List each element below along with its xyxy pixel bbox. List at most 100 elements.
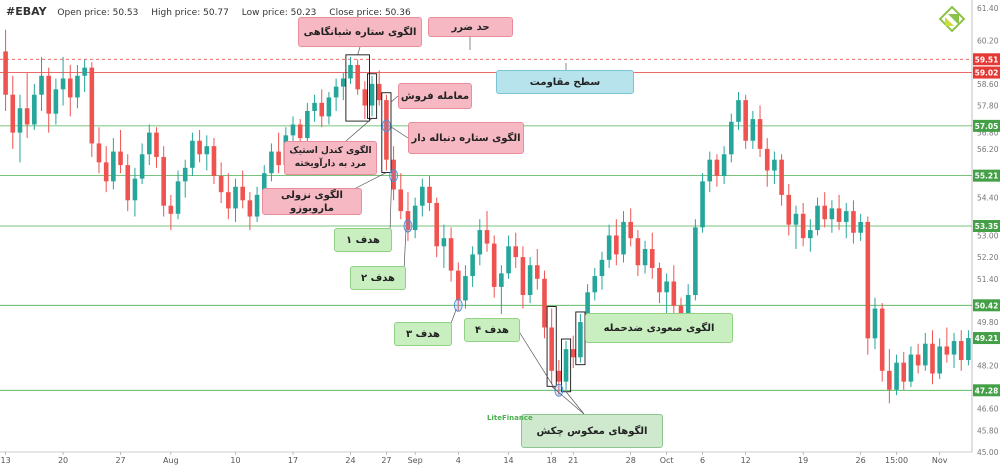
candle-body bbox=[793, 213, 799, 225]
hammer-connector-1 bbox=[551, 386, 585, 415]
candle-body bbox=[563, 349, 569, 382]
time-tick-label: 4 bbox=[456, 456, 461, 465]
candle-body bbox=[297, 124, 303, 139]
candle-body bbox=[966, 338, 971, 360]
candle-body bbox=[405, 211, 411, 231]
candle-body bbox=[420, 186, 425, 206]
hanging-man-connector bbox=[345, 118, 373, 142]
target-4-annotation: هدف ۴ bbox=[464, 318, 520, 342]
candle-body bbox=[944, 346, 950, 355]
candle-body bbox=[218, 175, 224, 193]
candle-body bbox=[872, 308, 878, 339]
counter-attack-annotation: الگوی صعودی ضدحمله bbox=[585, 313, 733, 343]
candle-body bbox=[800, 213, 806, 239]
candle-body bbox=[276, 151, 281, 166]
price-tick-label: 48.20 bbox=[977, 361, 999, 370]
candle-body bbox=[542, 278, 547, 328]
price-tick-label: 54.40 bbox=[977, 194, 999, 203]
candle-body bbox=[750, 119, 756, 141]
candle-body bbox=[958, 341, 964, 360]
candle-body bbox=[693, 227, 698, 296]
time-tick-label: 27 bbox=[115, 456, 125, 465]
price-tick-label: 56.80 bbox=[977, 129, 999, 138]
candle-body bbox=[391, 159, 396, 190]
candle-body bbox=[3, 51, 8, 95]
price-tick-label: 49.80 bbox=[977, 318, 999, 327]
candle-body bbox=[182, 167, 188, 182]
candle-body bbox=[448, 238, 454, 271]
candle-body bbox=[89, 67, 95, 144]
candle-body bbox=[908, 354, 914, 382]
price-tick-label: 53.00 bbox=[977, 231, 999, 240]
time-tick-label: 24 bbox=[345, 456, 355, 465]
low-price-label: Low price: 50.23 bbox=[241, 8, 317, 18]
candle-body bbox=[858, 221, 863, 233]
candle-body bbox=[139, 154, 145, 179]
candle-body bbox=[111, 151, 116, 182]
candle-body bbox=[470, 254, 475, 277]
price-tick-label: 51.40 bbox=[977, 275, 999, 284]
target-3-marker bbox=[453, 298, 463, 312]
candle-body bbox=[233, 186, 238, 209]
evening-star-annotation: الگوی ستاره شبانگاهی bbox=[298, 17, 422, 47]
marubozu-annotation: الگوی نزولی ماروبوزو bbox=[262, 188, 362, 215]
candle-body bbox=[75, 75, 80, 98]
candle-body bbox=[635, 238, 641, 266]
candle-body bbox=[305, 110, 310, 139]
target-1-connector bbox=[389, 179, 392, 233]
price-level-value: 57.05 bbox=[975, 122, 999, 131]
candle-body bbox=[175, 181, 181, 214]
candle-body bbox=[585, 292, 590, 323]
target-1-annotation: هدف ۱ bbox=[334, 228, 392, 252]
candle-body bbox=[937, 346, 942, 374]
candle-body bbox=[197, 140, 202, 155]
candle-body bbox=[204, 146, 210, 155]
shooting-star-connector bbox=[389, 125, 409, 139]
time-tick-label: 17 bbox=[288, 456, 298, 465]
time-tick-label: 18 bbox=[547, 456, 557, 465]
price-level-tag bbox=[973, 220, 1000, 232]
candle-body bbox=[657, 267, 662, 293]
candle-body bbox=[614, 235, 619, 255]
candle-body bbox=[822, 205, 828, 220]
hanging-man-annotation: الگوی کندل استیک مرد به دارآویخته bbox=[284, 141, 377, 175]
candle-body bbox=[843, 211, 849, 222]
price-tick-label: 45.00 bbox=[977, 448, 999, 457]
high-price-label: High price: 50.77 bbox=[151, 8, 229, 18]
candle-body bbox=[786, 194, 792, 225]
time-tick-label: 13 bbox=[0, 456, 10, 465]
time-tick-label: 21 bbox=[568, 456, 578, 465]
candle-body bbox=[412, 205, 418, 231]
candle-body bbox=[455, 270, 461, 301]
price-tick-label: 46.60 bbox=[977, 405, 999, 414]
candle-body bbox=[333, 86, 339, 98]
time-tick-label: 12 bbox=[741, 456, 751, 465]
target-3-annotation: هدف ۳ bbox=[394, 322, 452, 346]
candle-body bbox=[427, 186, 432, 203]
candle-body bbox=[685, 295, 691, 320]
candle-body bbox=[10, 94, 16, 133]
candle-body bbox=[836, 208, 842, 222]
candle-body bbox=[362, 89, 368, 106]
candle-body bbox=[506, 246, 511, 274]
price-tick-label: 45.80 bbox=[977, 426, 999, 435]
candle-body bbox=[671, 281, 677, 306]
candle-body bbox=[312, 102, 317, 111]
candle-body bbox=[879, 308, 885, 371]
candle-body bbox=[901, 362, 907, 382]
candle-body bbox=[24, 108, 30, 125]
logo-icon bbox=[938, 5, 966, 33]
time-tick-label: Nov bbox=[932, 456, 948, 465]
candle-body bbox=[664, 281, 669, 293]
candle-body bbox=[355, 64, 360, 90]
candle-body bbox=[376, 83, 382, 101]
candle-body bbox=[290, 124, 296, 136]
marubozu-connector bbox=[355, 172, 387, 189]
evening-star-connector bbox=[357, 46, 361, 55]
candle-body bbox=[67, 78, 73, 98]
resistance-annotation: سطح مقاومت bbox=[496, 70, 634, 94]
candle-body bbox=[463, 276, 468, 301]
candle-body bbox=[32, 94, 37, 125]
candle-body bbox=[46, 75, 52, 114]
candle-body bbox=[606, 235, 612, 260]
